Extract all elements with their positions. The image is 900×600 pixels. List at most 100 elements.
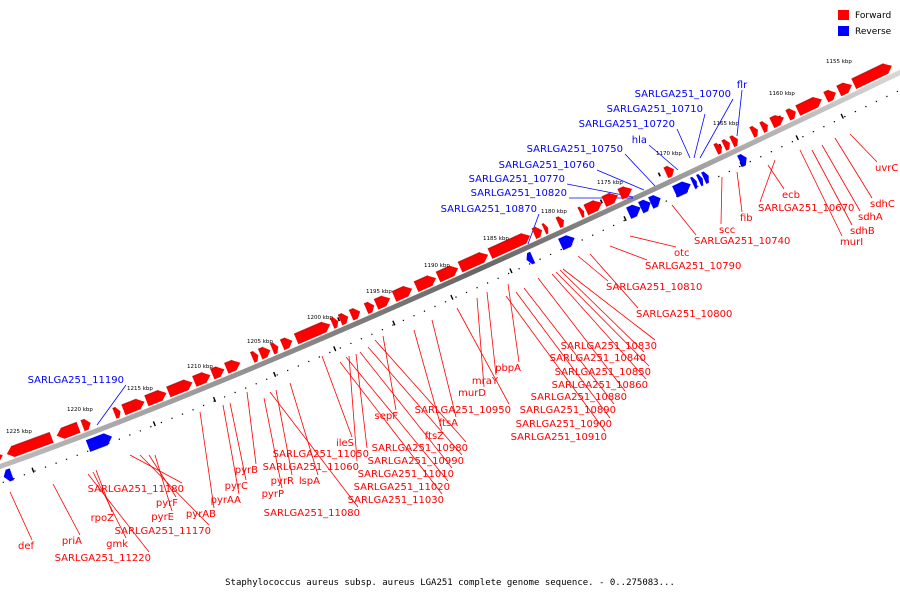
forward-gene-arrow: [413, 275, 437, 292]
forward-gene-arrow: [836, 82, 852, 97]
forward-leader-line: [629, 235, 677, 248]
forward-gene-label: pyrC: [225, 481, 248, 492]
scale-dot: [392, 324, 394, 326]
reverse-leader-line: [96, 384, 127, 426]
reverse-gene-arrow: [648, 195, 661, 209]
reverse-gene-arrow: [85, 433, 112, 453]
forward-leader-line: [367, 346, 463, 456]
forward-gene-label: ftsA: [439, 418, 458, 429]
forward-gene-label: pyrB: [235, 465, 258, 476]
kbp-tick-label: 1160 kbp: [769, 91, 795, 97]
forward-gene-arrow: [249, 350, 259, 363]
reverse-gene-label: SARLGA251_10700: [635, 89, 731, 100]
forward-gene-arrow: [601, 192, 618, 207]
scale-dot: [823, 126, 825, 128]
forward-leader-line: [523, 287, 615, 405]
gene-labels: flr SARLGA251_10700 SARLGA251_10710 SARLGA2…: [18, 80, 898, 564]
reverse-gene-label: hla: [632, 135, 647, 146]
reverse-leader-line: [676, 128, 691, 159]
forward-gene-label: SARLGA251_10810: [606, 282, 702, 293]
forward-gene-label: SARLGA251_10980: [372, 443, 468, 454]
forward-gene-arrow: [785, 108, 796, 121]
scale-dot: [844, 115, 846, 118]
scale-dot: [486, 282, 489, 284]
forward-gene-arrow: [713, 142, 722, 155]
forward-leader-line: [767, 164, 785, 190]
scale-dot: [886, 95, 888, 98]
scale-dot: [613, 224, 615, 227]
forward-gene-label: SARLGA251_10670: [758, 203, 854, 214]
forward-gene-label: pyrAB: [186, 509, 216, 520]
forward-leader-line: [671, 204, 697, 236]
forward-gene-arrow: [729, 135, 738, 148]
scale-dot: [2, 481, 4, 483]
forward-gene-arrow: [6, 431, 54, 457]
forward-gene-label: murI: [840, 237, 863, 248]
kbp-tick-mark: [152, 421, 156, 427]
scale-dot: [381, 329, 384, 331]
forward-gene-label: priA: [62, 536, 82, 547]
reverse-leader-line: [624, 153, 656, 187]
scale-dot: [234, 391, 236, 394]
scale-dot: [791, 141, 794, 143]
forward-gene-arrow: [663, 165, 674, 179]
reverse-leader-line: [693, 113, 706, 159]
forward-leader-line: [562, 268, 656, 341]
scale-dot: [129, 434, 131, 436]
forward-gene-label: def: [18, 541, 35, 552]
forward-gene-label: murD: [458, 388, 486, 399]
forward-gene-label: pbpA: [495, 363, 521, 374]
reverse-gene-label: SARLGA251_11190: [28, 375, 124, 386]
forward-gene-label: lspA: [299, 476, 320, 487]
kbp-tick-mark: [795, 135, 799, 141]
forward-leader-line: [551, 273, 647, 380]
kbp-tick-mark: [450, 294, 454, 300]
legend-label-forward: Forward: [855, 11, 891, 21]
reverse-leader-line: [648, 144, 679, 171]
forward-gene-label: uvrC: [875, 163, 898, 174]
reverse-gene-arrow: [638, 199, 651, 214]
forward-gene-arrow: [293, 321, 331, 345]
kbp-tick-mark: [31, 467, 35, 473]
forward-leader-line: [222, 404, 240, 495]
scale-dot: [255, 383, 257, 385]
forward-gene-label: SARLGA251_10830: [561, 341, 657, 352]
kbp-tick-mark: [333, 346, 337, 352]
reverse-leader-line: [699, 98, 734, 159]
reverse-gene-arrow: [558, 235, 575, 251]
forward-leader-line: [246, 391, 257, 465]
forward-gene-label: SARLGA251_10860: [552, 380, 648, 391]
kbp-tick-label: 1180 kbp: [541, 209, 567, 215]
scale-dot: [87, 450, 89, 452]
forward-leader-line: [229, 402, 247, 481]
scale-dot: [276, 374, 278, 376]
scale-dot: [875, 100, 878, 103]
scale-dot: [287, 369, 289, 372]
forward-leader-line: [720, 176, 723, 225]
forward-leader-line: [339, 361, 443, 495]
forward-gene-arrow: [373, 295, 391, 310]
forward-leader-line: [374, 339, 467, 443]
forward-leader-line: [355, 353, 368, 449]
forward-leader-line: [154, 454, 173, 512]
forward-gene-arrow: [759, 120, 768, 133]
scale-dot: [13, 477, 15, 480]
scale-dot: [423, 310, 426, 312]
forward-gene-label: otc: [674, 248, 690, 259]
forward-gene-label: pyrE: [151, 512, 174, 523]
legend-label-reverse: Reverse: [855, 27, 892, 37]
scale-dot: [465, 291, 468, 294]
forward-gene-label: ftsZ: [425, 431, 444, 442]
genome-backbone: [0, 69, 900, 470]
forward-gene-label: SARLGA251_11050: [273, 449, 369, 460]
scale-dot: [760, 156, 762, 158]
forward-gene-arrow: [617, 186, 632, 200]
kbp-tick-label: 1185 kbp: [483, 236, 509, 242]
kbp-tick-mark: [212, 396, 217, 402]
kbp-tick-label: 1215 kbp: [127, 386, 153, 392]
forward-leader-line: [555, 271, 650, 367]
kbp-tick-mark: [273, 371, 277, 377]
forward-gene-arrow: [112, 406, 121, 419]
scale-dot: [139, 430, 142, 432]
forward-leader-line: [148, 454, 177, 498]
